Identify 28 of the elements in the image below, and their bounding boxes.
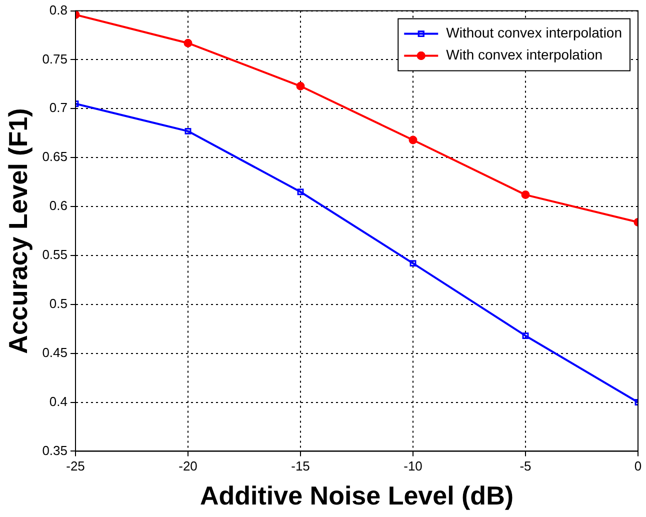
- point: [184, 38, 192, 48]
- x-tick-label: -20: [178, 458, 198, 474]
- point: [408, 136, 418, 144]
- y-tick-label: 0.75: [42, 51, 68, 66]
- x-tick-label: 0: [634, 458, 642, 474]
- x-axis-title: Additive Noise Level (dB): [200, 480, 514, 511]
- legend-label: With convex interpolation: [446, 46, 603, 63]
- y-axis-title: Accuracy Level (F1): [2, 108, 33, 354]
- y-tick-label: 0.6: [49, 198, 68, 214]
- point: [521, 190, 530, 200]
- point: [410, 260, 416, 267]
- y-tick-label: 0.65: [42, 149, 68, 164]
- point: [522, 332, 529, 339]
- y-tick-label: 0.7: [49, 100, 68, 116]
- y-tick-label: 0.5: [49, 296, 68, 311]
- x-tick-label: -5: [520, 458, 532, 474]
- point: [297, 188, 304, 196]
- x-tick-label: -10: [404, 458, 422, 474]
- y-tick-label: 0.8: [49, 2, 68, 18]
- y-tick-label: 0.35: [42, 442, 68, 458]
- x-tick-label: -15: [291, 458, 310, 474]
- point: [184, 128, 192, 134]
- x-tick-label: -25: [66, 458, 85, 474]
- y-tick-label: 0.45: [42, 344, 68, 360]
- y-tick-label: 0.4: [49, 394, 68, 409]
- point: [296, 82, 305, 90]
- legend-label: Without convex interpolation: [446, 24, 622, 41]
- y-tick-label: 0.55: [42, 247, 68, 262]
